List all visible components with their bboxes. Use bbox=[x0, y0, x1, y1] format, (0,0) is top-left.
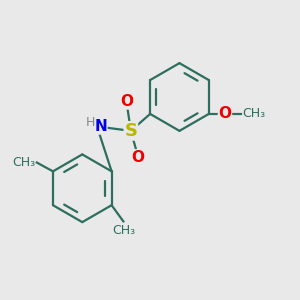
Text: O: O bbox=[120, 94, 133, 109]
Text: O: O bbox=[132, 150, 145, 165]
Text: H: H bbox=[86, 116, 95, 129]
Text: CH₃: CH₃ bbox=[12, 156, 35, 169]
Text: CH₃: CH₃ bbox=[112, 224, 135, 237]
Text: O: O bbox=[218, 106, 232, 122]
Text: S: S bbox=[124, 122, 137, 140]
Text: N: N bbox=[94, 119, 107, 134]
Text: CH₃: CH₃ bbox=[243, 107, 266, 120]
